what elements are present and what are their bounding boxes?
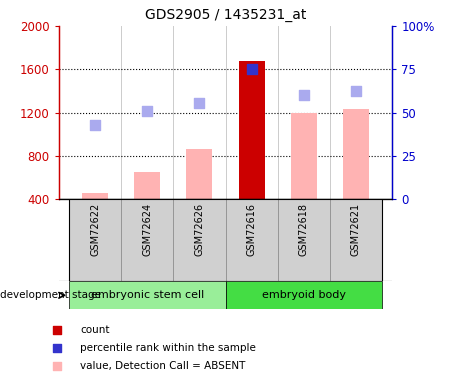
Bar <box>69 281 226 309</box>
Bar <box>82 194 108 199</box>
Text: GSM72618: GSM72618 <box>299 203 309 256</box>
Text: embryonic stem cell: embryonic stem cell <box>91 290 204 300</box>
Text: percentile rank within the sample: percentile rank within the sample <box>80 344 256 353</box>
Bar <box>186 149 212 199</box>
Bar <box>173 199 226 281</box>
Point <box>248 66 255 72</box>
Bar <box>121 199 173 281</box>
Bar <box>343 109 369 199</box>
Bar <box>330 199 382 281</box>
Text: GSM72626: GSM72626 <box>194 203 204 256</box>
Bar <box>278 199 330 281</box>
Bar <box>134 172 160 199</box>
Bar <box>226 281 382 309</box>
Text: embryoid body: embryoid body <box>262 290 346 300</box>
Text: GSM72622: GSM72622 <box>90 203 100 256</box>
Point <box>54 345 61 351</box>
Point <box>300 92 307 98</box>
Bar <box>291 112 317 199</box>
Bar <box>239 61 265 199</box>
Bar <box>69 199 121 281</box>
Point <box>144 108 151 114</box>
Text: GSM72621: GSM72621 <box>351 203 361 256</box>
Point <box>352 88 359 94</box>
Text: development stage: development stage <box>0 290 101 300</box>
Text: GSM72624: GSM72624 <box>142 203 152 256</box>
Text: value, Detection Call = ABSENT: value, Detection Call = ABSENT <box>80 362 246 371</box>
Text: GSM72616: GSM72616 <box>247 203 257 256</box>
Point <box>54 363 61 369</box>
Point <box>196 100 203 106</box>
Text: count: count <box>80 326 110 335</box>
Bar <box>226 199 278 281</box>
Title: GDS2905 / 1435231_at: GDS2905 / 1435231_at <box>145 9 306 22</box>
Point <box>92 122 99 128</box>
Point <box>54 327 61 333</box>
